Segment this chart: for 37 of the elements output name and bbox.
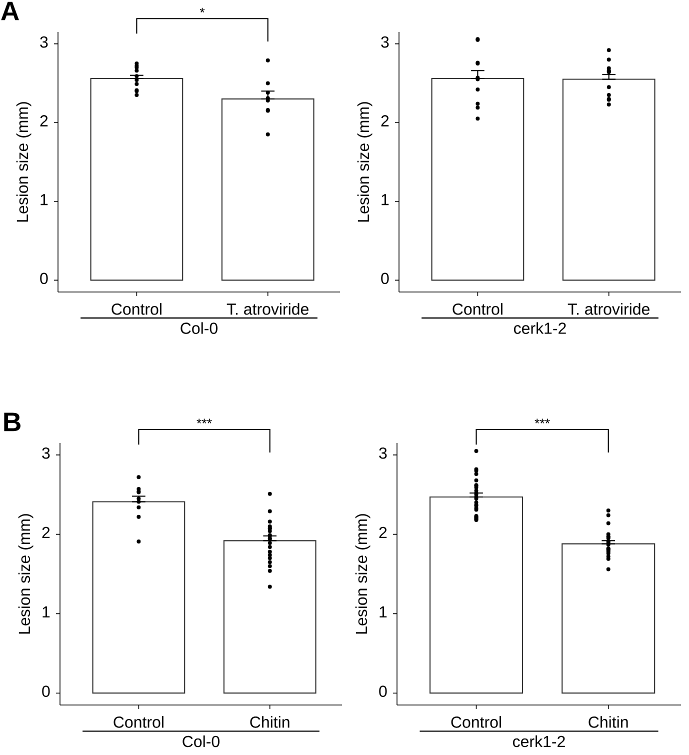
y-tick-label: 3 [379,447,387,459]
y-tick-label: 0 [381,272,389,284]
text: *** [534,418,550,424]
y-axis-title: Lesion size (mm) [18,514,34,634]
x-tick-label: Control [112,303,162,315]
y-axis-title: Lesion size (mm) [355,514,370,634]
x-tick-label: T. atroviride [568,303,650,315]
x-tick-label: T. atroviride [226,303,308,315]
chart-title: A [1,2,19,20]
x-tick-label: Control [114,716,164,728]
y-tick-label: 2 [379,526,387,538]
y-tick-label: 1 [40,194,48,206]
text: *** [196,418,212,424]
y-tick-label: 3 [381,36,389,48]
x-tick-label: Chitin [588,716,628,728]
y-tick-label: 0 [379,686,387,697]
y-axis-title: Lesion size (mm) [357,102,372,222]
x-tick-label: Control [452,303,502,315]
x-tick-label: Chitin [250,716,290,728]
y-tick-label: 2 [381,115,389,126]
x-axis-title: cerk1-2 [513,735,565,748]
y-tick-label: 1 [382,194,389,206]
y-tick-label: 2 [40,115,48,126]
x-tick-label: Control [451,716,501,728]
text: * [200,8,205,13]
chart-title: B [4,412,20,432]
x-axis-title: cerk1-2 [514,322,566,334]
y-tick-label: 3 [40,36,48,48]
y-tick-label: 1 [380,606,387,618]
y-axis-title: Lesion size (mm) [16,102,32,222]
y-tick-label: 1 [42,606,50,618]
y-tick-label: 3 [42,447,50,459]
x-axis-title: Col-0 [182,735,220,748]
y-tick-label: 2 [42,526,50,538]
y-tick-label: 0 [40,272,48,284]
y-tick-label: 0 [42,686,50,697]
x-axis-title: Col-0 [180,322,218,334]
